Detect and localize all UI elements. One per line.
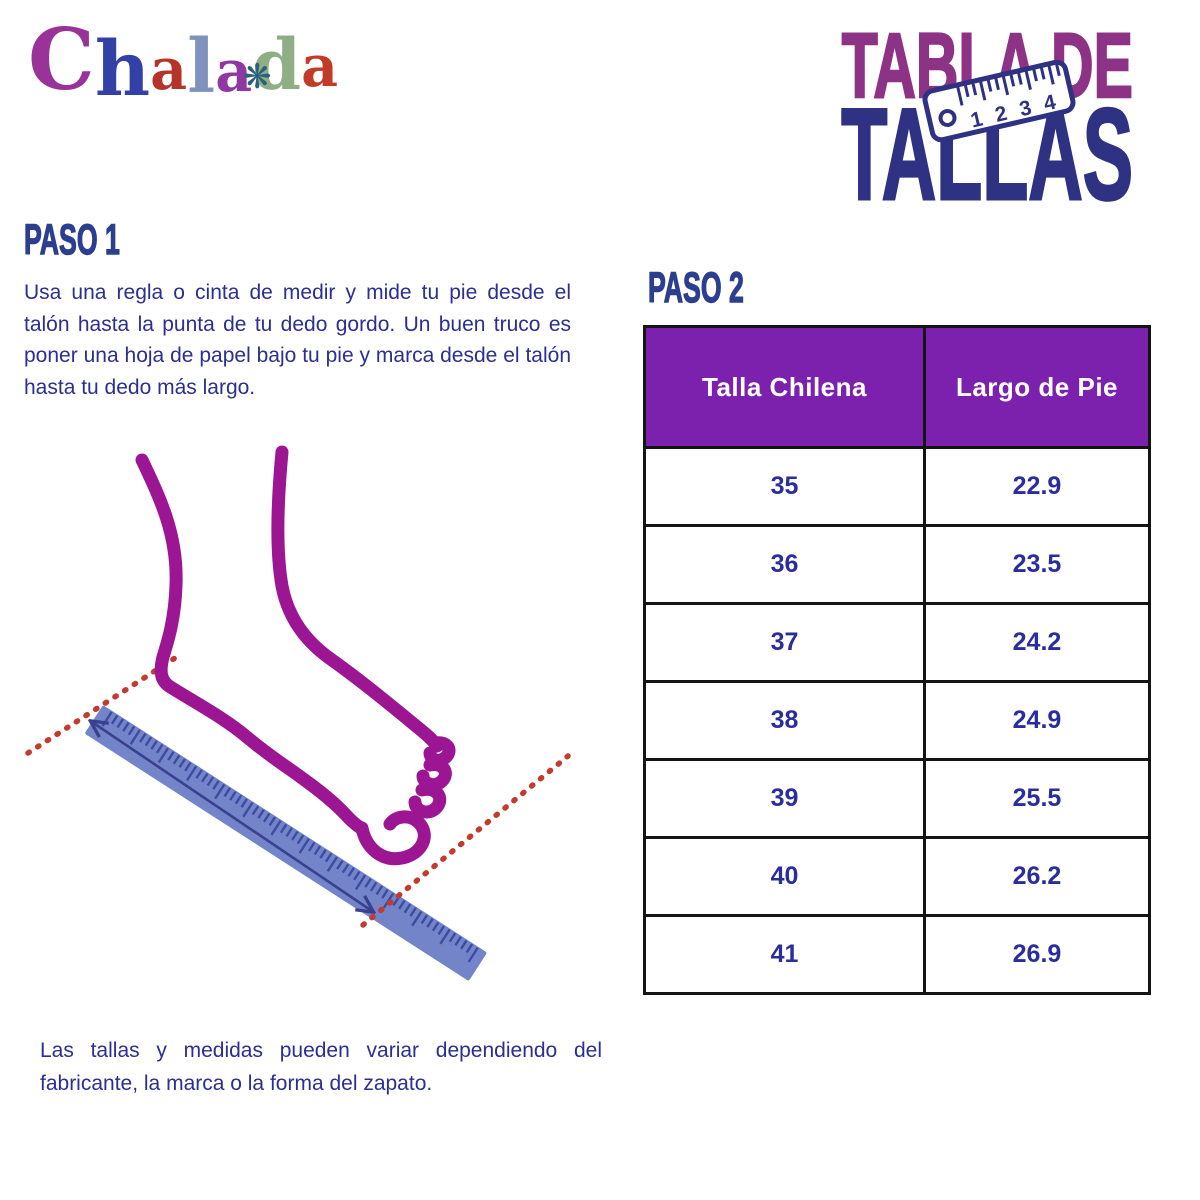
flower-icon: ❋ bbox=[243, 57, 272, 97]
logo-letter: d bbox=[252, 23, 302, 106]
ruler-icon-number: 3 bbox=[1017, 96, 1034, 121]
step2-heading: PASO 2 bbox=[648, 264, 745, 312]
table-header-row: Talla Chilena Largo de Pie bbox=[643, 325, 1151, 449]
length-cell: 22.9 bbox=[923, 446, 1151, 527]
foot-outline bbox=[135, 445, 456, 866]
ruler-icon-number: 1 bbox=[968, 107, 985, 132]
table-row: 38 24.9 bbox=[643, 680, 1151, 761]
logo-letter: a bbox=[215, 38, 253, 105]
table-row: 35 22.9 bbox=[643, 446, 1151, 527]
ruler-icon: 1 2 3 4 bbox=[922, 59, 1076, 143]
logo-letter: a bbox=[301, 33, 339, 100]
disclaimer-text: Las tallas y medidas pueden variar depen… bbox=[40, 1039, 602, 1095]
logo-letter: l bbox=[187, 24, 216, 110]
length-cell: 25.5 bbox=[923, 758, 1151, 839]
length-cell: 26.9 bbox=[923, 914, 1151, 995]
table-row: 40 26.2 bbox=[643, 836, 1151, 917]
logo-letter: C bbox=[28, 10, 95, 109]
logo-letter: a bbox=[150, 36, 188, 103]
column-header-largo-de-pie: Largo de Pie bbox=[923, 325, 1151, 449]
ruler-icon-number: 4 bbox=[1042, 91, 1059, 116]
ruler-icon-ticks bbox=[956, 63, 1061, 106]
foot-measurement-illustration bbox=[25, 445, 571, 981]
measurement-arrow bbox=[92, 722, 372, 911]
brand-logo: C h a l a d a ❋ bbox=[28, 18, 338, 118]
length-cell: 24.9 bbox=[923, 680, 1151, 761]
toe-guide-line bbox=[360, 753, 571, 928]
size-cell: 40 bbox=[643, 836, 926, 917]
logo-letter: h bbox=[94, 24, 151, 113]
table-row: 36 23.5 bbox=[643, 524, 1151, 605]
ruler-icon-number: 2 bbox=[993, 102, 1010, 127]
size-cell: 38 bbox=[643, 680, 926, 761]
step1-instructions: Usa una regla o cinta de medir y mide tu… bbox=[24, 281, 571, 399]
step1-heading: PASO 1 bbox=[24, 216, 121, 264]
size-cell: 39 bbox=[643, 758, 926, 839]
length-cell: 24.2 bbox=[923, 602, 1151, 683]
length-cell: 26.2 bbox=[923, 836, 1151, 917]
column-header-talla-chilena: Talla Chilena bbox=[643, 325, 926, 449]
size-cell: 35 bbox=[643, 446, 926, 527]
size-cell: 41 bbox=[643, 914, 926, 995]
table-row: 37 24.2 bbox=[643, 602, 1151, 683]
size-table: Talla Chilena Largo de Pie 35 22.9 36 23… bbox=[643, 325, 1151, 995]
table-row: 39 25.5 bbox=[643, 758, 1151, 839]
table-row: 41 26.9 bbox=[643, 914, 1151, 995]
length-cell: 23.5 bbox=[923, 524, 1151, 605]
size-cell: 37 bbox=[643, 602, 926, 683]
size-cell: 36 bbox=[643, 524, 926, 605]
